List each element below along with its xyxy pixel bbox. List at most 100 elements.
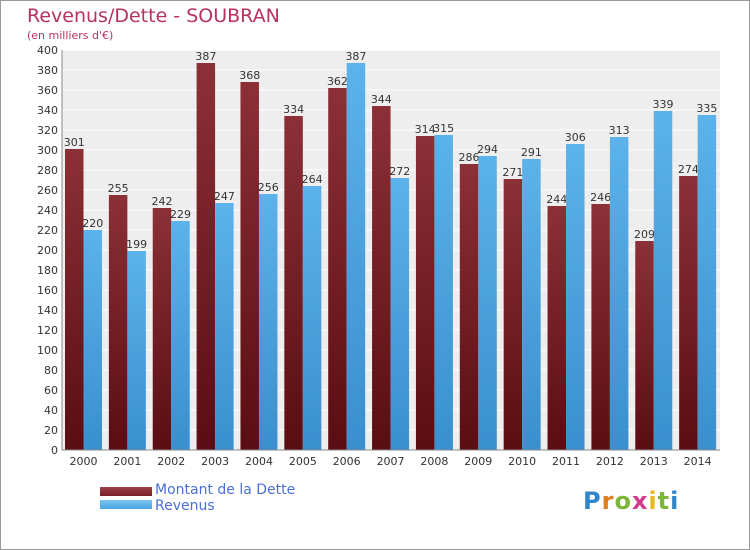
bar-revenus [215,203,234,450]
bar-revenus [171,221,190,450]
data-label-dette: 209 [634,228,655,241]
bar-dette [328,88,347,450]
bar-revenus [258,194,278,450]
bar-dette [415,136,435,450]
data-label-dette: 301 [64,136,85,149]
x-tick-label: 2006 [333,455,361,468]
legend-label-revenus: Revenus [155,498,215,514]
y-tick-label: 80 [44,364,58,377]
y-tick-label: 400 [37,44,58,57]
data-label-revenus: 294 [477,143,498,156]
x-tick-label: 2005 [289,455,317,468]
bar-revenus [522,159,541,450]
logo-letter: i [670,487,680,515]
bar-dette [503,179,523,450]
data-label-revenus: 199 [126,238,147,251]
data-label-revenus: 335 [696,102,717,115]
x-tick-label: 2012 [596,455,624,468]
data-label-revenus: 247 [214,190,235,203]
data-label-revenus: 387 [345,50,366,63]
bar-dette [591,204,610,450]
x-tick-label: 2001 [113,455,141,468]
data-label-revenus: 229 [170,208,191,221]
data-label-dette: 334 [283,103,304,116]
x-tick-label: 2004 [245,455,273,468]
bar-dette [196,63,216,450]
data-label-dette: 242 [151,195,172,208]
y-tick-label: 0 [51,444,58,457]
y-tick-label: 60 [44,384,58,397]
data-label-dette: 314 [415,123,436,136]
bar-dette [635,241,654,450]
logo-letter: o [614,487,632,515]
bar-dette [152,208,172,450]
bar-dette [459,164,479,450]
y-tick-label: 340 [37,104,58,117]
logo-letter: r [601,487,615,515]
x-tick-label: 2013 [640,455,668,468]
data-label-revenus: 272 [389,165,410,178]
y-tick-label: 360 [37,84,58,97]
data-label-dette: 362 [327,75,348,88]
logo-letter: x [631,487,649,515]
y-tick-label: 280 [37,164,58,177]
data-label-revenus: 313 [609,124,630,137]
data-label-dette: 244 [546,193,567,206]
bar-revenus [609,137,629,450]
data-label-dette: 368 [239,69,260,82]
y-tick-label: 320 [37,124,58,137]
y-tick-label: 220 [37,224,58,237]
bar-revenus [83,230,102,450]
logo-letter: t [657,487,671,515]
bar-dette [679,176,698,450]
data-label-dette: 344 [371,93,392,106]
bar-dette [108,195,128,450]
data-label-dette: 271 [502,166,523,179]
data-label-revenus: 339 [653,98,674,111]
data-label-revenus: 306 [565,131,586,144]
data-label-dette: 246 [590,191,611,204]
y-tick-label: 240 [37,204,58,217]
data-label-dette: 387 [195,50,216,63]
chart-title: Revenus/Dette - SOUBRAN [27,5,280,27]
x-tick-label: 2000 [70,455,98,468]
legend-swatch-revenus [100,500,152,509]
bar-dette [240,82,259,450]
y-tick-label: 40 [44,404,58,417]
x-tick-label: 2007 [377,455,405,468]
bar-revenus [346,63,366,450]
y-tick-label: 120 [37,324,58,337]
x-tick-label: 2002 [157,455,185,468]
bar-dette [372,106,391,450]
y-tick-label: 100 [37,344,58,357]
x-tick-label: 2009 [464,455,492,468]
bar-revenus [566,144,585,450]
logo-letter: P [583,487,602,515]
y-tick-label: 260 [37,184,58,197]
proxiti-logo: Proxiti [583,487,679,515]
bar-dette [65,149,84,450]
logo-letter: i [648,487,658,515]
y-tick-label: 140 [37,304,58,317]
x-tick-label: 2014 [684,455,712,468]
x-tick-label: 2008 [420,455,448,468]
data-label-dette: 274 [678,163,699,176]
data-label-revenus: 315 [433,122,454,135]
legend-swatch-dette [100,487,152,496]
bar-dette [284,116,303,450]
y-tick-label: 180 [37,264,58,277]
bar-revenus [478,156,497,450]
x-tick-label: 2010 [508,455,536,468]
y-tick-label: 200 [37,244,58,257]
data-label-revenus: 256 [258,181,279,194]
bar-revenus [653,111,673,450]
x-tick-label: 2003 [201,455,229,468]
y-tick-label: 300 [37,144,58,157]
data-label-revenus: 291 [521,146,542,159]
y-tick-label: 380 [37,64,58,77]
chart-subtitle: (en milliers d'€) [27,29,114,42]
y-tick-label: 20 [44,424,58,437]
bar-revenus [390,178,410,450]
bar-revenus [302,186,322,450]
